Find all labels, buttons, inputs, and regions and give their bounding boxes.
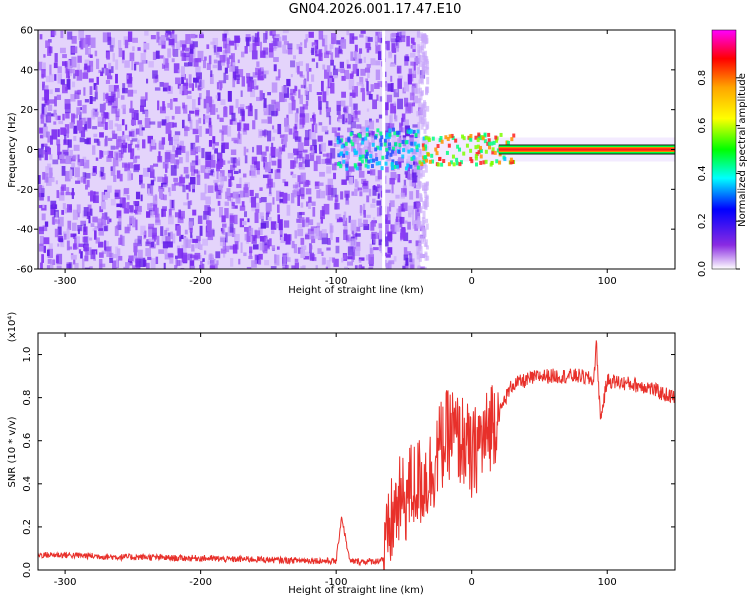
page-title: GN04.2026.001.17.47.E10 (288, 2, 462, 17)
y-tick-label: 1.0 (22, 347, 33, 363)
spectrogram-y-ticks: -60 -40 -20 0 20 40 60 (17, 26, 675, 276)
snr-line (38, 340, 675, 570)
snr-y-label: SNR (10 * v/v) (7, 416, 18, 487)
y-tick-label: 0 (27, 145, 33, 156)
y-tick-label: 0.8 (22, 390, 33, 406)
x-tick-label: 100 (598, 276, 617, 287)
y-tick-label: 40 (20, 65, 33, 76)
spectrogram-x-ticks: -300 -200 -100 0 100 (54, 30, 617, 287)
colorbar-tick-label: 0.0 (697, 261, 708, 277)
y-tick-label: 0.0 (22, 562, 33, 578)
snr-y-multiplier: (x10⁴) (7, 312, 18, 343)
y-tick-label: -60 (17, 265, 33, 276)
y-tick-label: -20 (17, 185, 33, 196)
x-tick-label: -100 (325, 276, 348, 287)
colorbar-ticks: 0.0 0.2 0.4 0.6 0.8 (697, 70, 740, 277)
x-tick-label: -200 (189, 577, 212, 588)
y-tick-label: 0.2 (22, 519, 33, 535)
colorbar-tick-label: 0.8 (697, 70, 708, 86)
x-tick-label: -100 (325, 577, 348, 588)
snr-x-label: Height of straight line (km) (288, 585, 424, 596)
y-tick-label: -40 (17, 225, 33, 236)
spectrogram-x-label: Height of straight line (km) (288, 285, 424, 296)
snr-y-ticks: 0.0 0.2 0.4 0.6 0.8 1.0 (22, 347, 675, 578)
signal-band (498, 148, 675, 151)
snr-line-layer (38, 340, 675, 570)
x-tick-label: -300 (54, 276, 77, 287)
colorbar-label: Normalized spectral amplitude (737, 73, 748, 227)
x-tick-label: 100 (598, 577, 617, 588)
snr-x-ticks: -300 -200 -100 0 100 (54, 333, 617, 588)
snr-frame (37, 332, 676, 571)
colorbar-tick-label: 0.4 (697, 165, 708, 181)
x-tick-label: -200 (189, 276, 212, 287)
y-tick-label: 0.4 (22, 476, 33, 492)
x-tick-label: 0 (469, 577, 475, 588)
snr-panel: -300 -200 -100 0 100 0.0 0.2 0.4 0.6 0.8 1.0 Heig… (7, 312, 676, 596)
y-tick-label: 0.6 (22, 433, 33, 449)
y-tick-label: 60 (20, 26, 33, 37)
y-tick-label: 20 (20, 105, 33, 116)
colorbar: 0.0 0.2 0.4 0.6 0.8 Normalized spectral ampl… (697, 29, 748, 277)
spectrogram-y-label: Frequency (Hz) (7, 112, 18, 188)
spectrogram-heatmap (38, 30, 675, 269)
colorbar-tick-label: 0.2 (697, 213, 708, 229)
x-tick-label: -300 (54, 577, 77, 588)
colorbar-gradient (711, 29, 737, 270)
x-tick-label: 0 (469, 276, 475, 287)
colorbar-tick-label: 0.6 (697, 118, 708, 134)
